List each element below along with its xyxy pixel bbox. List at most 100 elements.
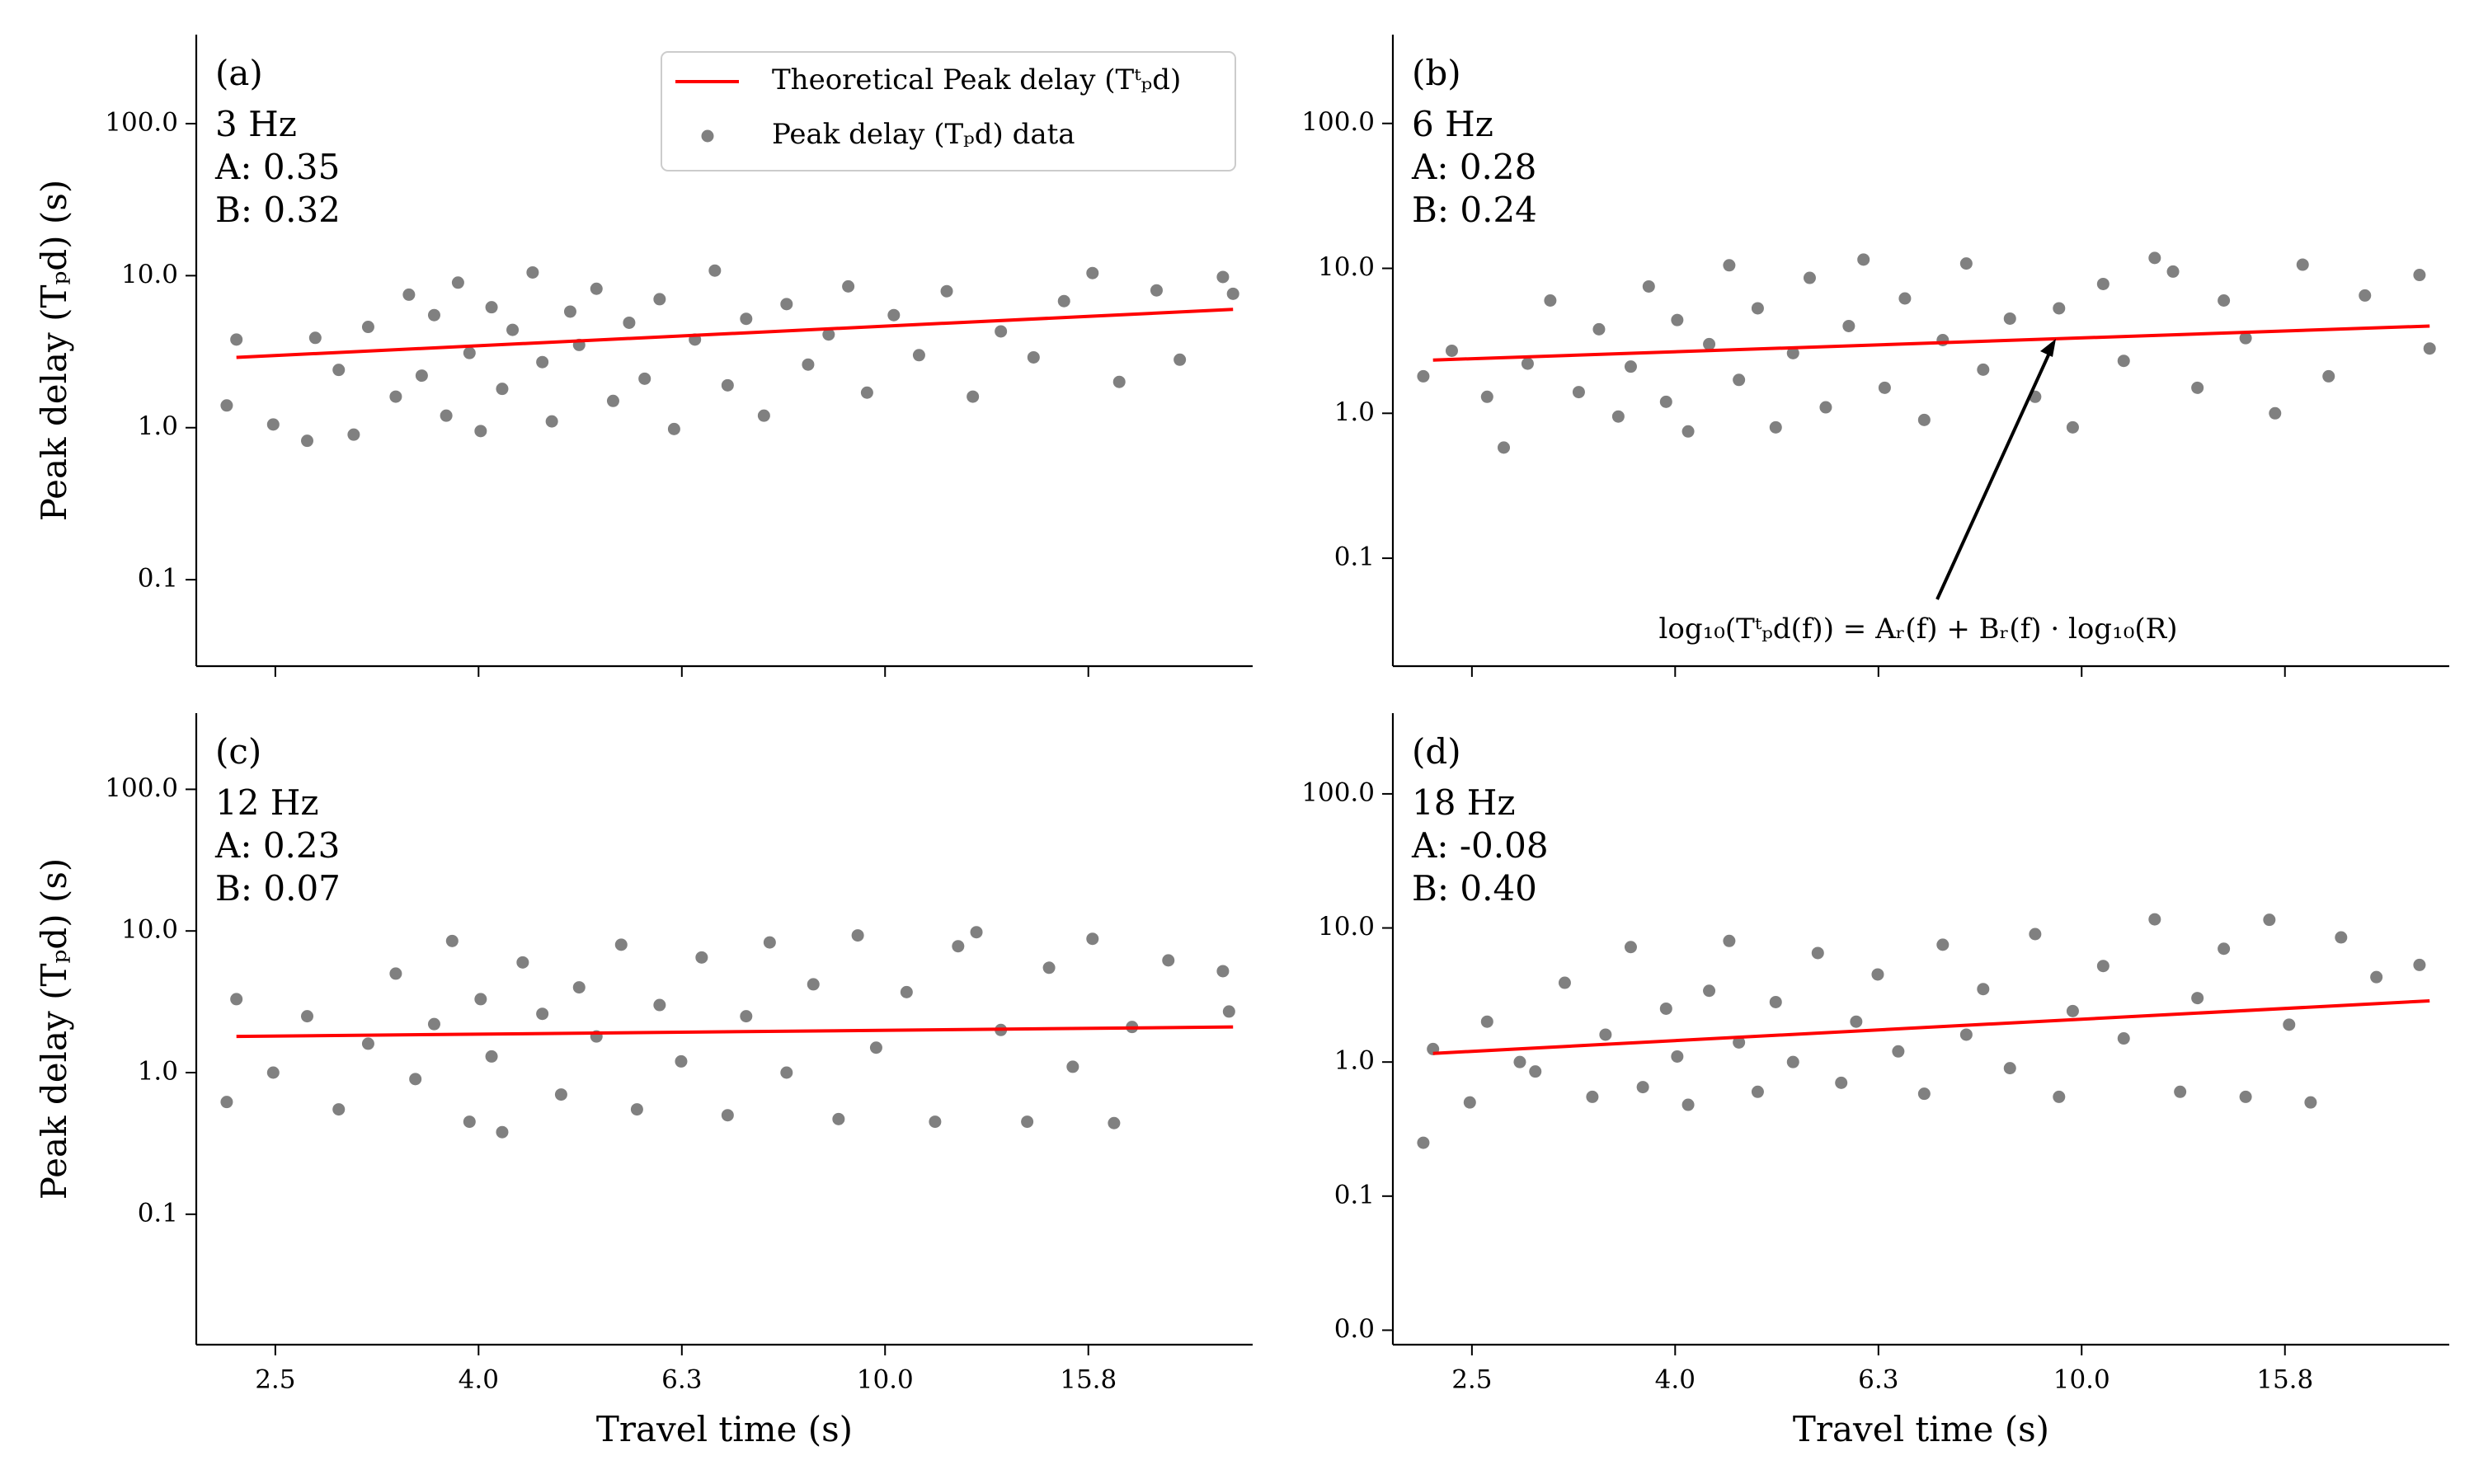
data-point	[780, 298, 793, 311]
panel-annotation: A: -0.08	[1411, 825, 1549, 866]
panel-annotation: B: 0.24	[1412, 190, 1537, 230]
data-point	[2066, 420, 2079, 434]
data-point	[653, 293, 666, 306]
data-point	[708, 264, 722, 277]
data-point	[763, 936, 776, 949]
data-point	[220, 1096, 233, 1109]
y-tick-label: 1.0	[1334, 1046, 1375, 1076]
data-point	[1671, 1050, 1684, 1063]
data-point	[695, 951, 708, 964]
data-point	[266, 1066, 280, 1079]
data-point	[402, 288, 416, 301]
data-point	[1842, 319, 1856, 332]
data-point	[1027, 350, 1040, 364]
data-point	[485, 301, 498, 314]
data-point	[485, 1050, 498, 1063]
x-tick-label: 6.3	[661, 1365, 702, 1395]
data-point	[822, 328, 835, 341]
panel-annotation: A: 0.35	[214, 147, 340, 187]
panel-label: (c)	[215, 731, 261, 772]
data-point	[463, 346, 476, 359]
data-point	[516, 956, 529, 969]
panel-annotation: 3 Hz	[215, 104, 297, 144]
data-point	[2296, 258, 2309, 271]
data-point	[2066, 1004, 2079, 1017]
data-point	[2053, 302, 2066, 315]
data-point	[606, 394, 619, 407]
panel-annotation: 18 Hz	[1412, 782, 1516, 823]
annotation-arrow	[1935, 349, 2053, 600]
data-point	[740, 1010, 753, 1023]
legend-box	[661, 51, 1236, 171]
data-point	[1599, 1028, 1612, 1041]
data-point	[1611, 410, 1625, 423]
y-tick-label: 100.0	[105, 107, 178, 137]
y-tick-label: 100.0	[1301, 777, 1375, 807]
data-point	[1544, 294, 1557, 308]
data-point	[1723, 259, 1736, 272]
data-point	[361, 321, 374, 334]
data-point	[995, 325, 1008, 338]
data-point	[2117, 355, 2130, 368]
data-point	[1659, 1002, 1672, 1015]
y-axis-label: Peak delay (Tₚd) (s)	[34, 180, 74, 522]
data-point	[1463, 1096, 1476, 1109]
fit-line	[1432, 324, 2430, 362]
data-point	[1681, 425, 1695, 438]
panel-label: (b)	[1412, 53, 1461, 93]
data-point	[912, 349, 925, 362]
fit-line	[236, 308, 1234, 359]
panel: 0.1 1.0 10.0 100.0 (b) 6 HzA: 0.28B: 0.24 log₁…	[1301, 35, 2449, 677]
y-tick-label: 0.0	[1334, 1314, 1375, 1344]
data-point	[1917, 1087, 1931, 1101]
data-point	[301, 1010, 314, 1023]
x-tick-label: 15.8	[1060, 1365, 1117, 1395]
data-point	[1529, 1065, 1542, 1078]
data-point	[614, 938, 628, 951]
data-point	[1086, 266, 1099, 279]
data-point	[1558, 976, 1571, 989]
data-point	[1042, 961, 1056, 974]
data-point	[780, 1066, 793, 1079]
y-tick-label: 10.0	[1318, 252, 1375, 282]
data-point	[675, 1054, 688, 1068]
data-point	[1977, 983, 1990, 996]
data-point	[1751, 1085, 1764, 1098]
y-tick-label: 10.0	[121, 915, 178, 945]
data-point	[2117, 1032, 2130, 1045]
data-point	[952, 940, 965, 953]
y-tick-label: 1.0	[138, 1057, 178, 1087]
data-point	[1898, 292, 1912, 305]
data-point	[2413, 958, 2426, 971]
data-point	[2191, 381, 2204, 394]
panel-annotation: B: 0.07	[215, 868, 341, 909]
data-point	[1723, 934, 1736, 947]
x-tick-label: 2.5	[255, 1365, 295, 1395]
fit-line	[236, 1025, 1234, 1039]
data-point	[2174, 1085, 2187, 1098]
data-point	[1703, 337, 1716, 350]
data-point	[301, 434, 314, 448]
data-point	[1521, 357, 1534, 370]
data-point	[1857, 253, 1870, 266]
panel-annotation: A: 0.28	[1411, 147, 1536, 187]
x-tick-label: 15.8	[2256, 1365, 2313, 1395]
arrow-head	[2040, 339, 2056, 357]
data-point	[1786, 1055, 1799, 1068]
data-point	[1878, 381, 1891, 394]
data-point	[2218, 942, 2231, 956]
data-point	[1681, 1098, 1695, 1111]
data-point	[496, 1125, 509, 1139]
data-point	[389, 390, 402, 403]
data-point	[1216, 270, 1230, 284]
data-point	[2335, 931, 2348, 944]
data-point	[496, 383, 509, 396]
data-point	[2322, 369, 2335, 383]
y-tick-label: 0.1	[138, 564, 178, 594]
data-point	[1066, 1060, 1079, 1073]
y-tick-label: 100.0	[1301, 107, 1375, 137]
fit-line	[1432, 998, 2430, 1055]
data-point	[807, 978, 820, 991]
data-point	[721, 1109, 734, 1122]
